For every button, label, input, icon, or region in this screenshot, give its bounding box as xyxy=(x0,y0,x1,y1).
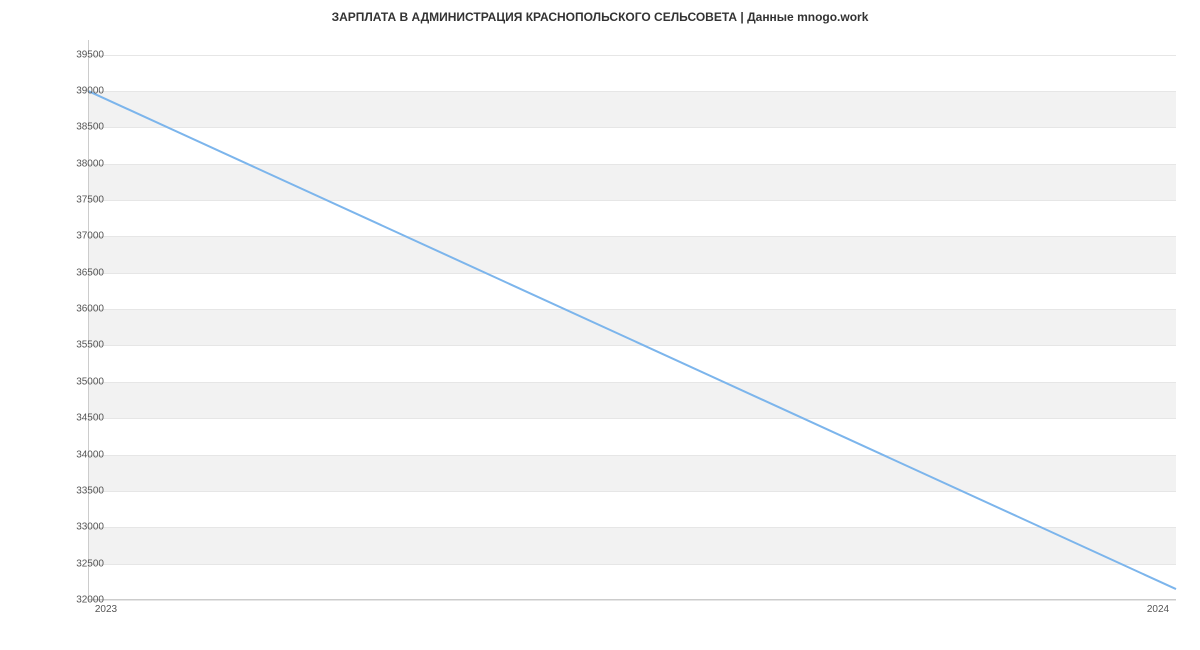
y-tick-label: 37500 xyxy=(44,195,104,206)
y-tick-label: 34500 xyxy=(44,413,104,424)
y-tick-label: 35000 xyxy=(44,376,104,387)
y-tick-label: 37000 xyxy=(44,231,104,242)
x-tick-label: 2024 xyxy=(1147,604,1169,615)
y-gridline xyxy=(88,600,1176,601)
y-tick-label: 33000 xyxy=(44,522,104,533)
y-tick-label: 39000 xyxy=(44,85,104,96)
y-tick-label: 39500 xyxy=(44,49,104,60)
y-tick-label: 35500 xyxy=(44,340,104,351)
plot-area xyxy=(88,40,1176,600)
y-tick-label: 32500 xyxy=(44,558,104,569)
axis-border xyxy=(88,40,1176,600)
y-tick-label: 36500 xyxy=(44,267,104,278)
y-tick-label: 34000 xyxy=(44,449,104,460)
x-tick-label: 2023 xyxy=(95,604,117,615)
chart-title: ЗАРПЛАТА В АДМИНИСТРАЦИЯ КРАСНОПОЛЬСКОГО… xyxy=(0,0,1200,32)
y-tick-label: 33500 xyxy=(44,485,104,496)
y-tick-label: 38500 xyxy=(44,122,104,133)
y-tick-label: 36000 xyxy=(44,304,104,315)
y-tick-label: 38000 xyxy=(44,158,104,169)
